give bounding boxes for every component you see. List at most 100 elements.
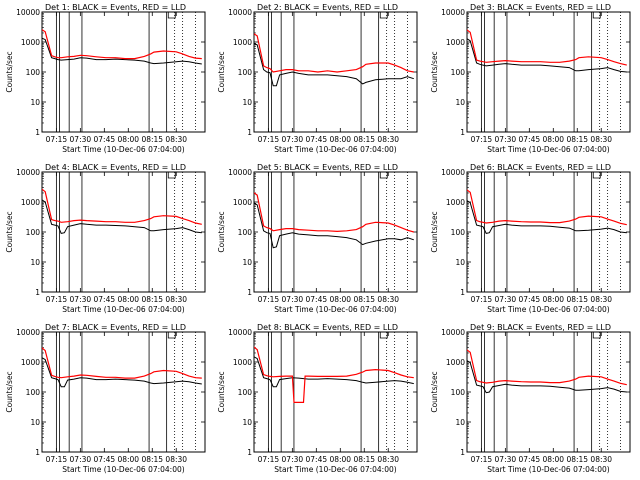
saa-marker: [592, 172, 601, 179]
lld-line: [254, 192, 414, 233]
lld-line: [254, 346, 414, 403]
panel-1: Det 1: BLACK = Events, RED = LLD 1 10 100 10…: [5, 3, 206, 154]
x-tick-label: 08:15: [566, 295, 588, 304]
y-axis-label: Counts/sec: [5, 211, 14, 252]
y-axis-label: Counts/sec: [430, 211, 439, 252]
panel-title: Det 3: BLACK = Events, RED = LLD: [470, 3, 611, 12]
x-tick-label: 08:15: [353, 135, 375, 144]
events-line: [467, 360, 627, 394]
y-tick-label: 100: [451, 228, 466, 237]
x-tick-label: 08:15: [353, 295, 375, 304]
y-tick-label: 100: [26, 228, 41, 237]
y-tick-label: 10: [30, 98, 40, 107]
y-tick-label: 10: [455, 258, 465, 267]
y-tick-label: 10000: [228, 168, 252, 177]
x-tick-label: 07:45: [306, 455, 328, 464]
x-tick-label: 07:30: [282, 295, 304, 304]
panel-2: Det 2: BLACK = Events, RED = LLD 1 10 100 10…: [217, 3, 418, 154]
x-tick-label: 07:45: [519, 135, 541, 144]
y-tick-label: 1: [35, 448, 40, 457]
x-tick-label: 08:00: [329, 135, 351, 144]
y-tick-label: 10: [242, 418, 252, 427]
panel-7: Det 7: BLACK = Events, RED = LLD 1 10 100 10…: [5, 323, 206, 474]
y-tick-label: 10000: [441, 8, 465, 17]
panel-title: Det 1: BLACK = Events, RED = LLD: [45, 3, 186, 12]
y-tick-label: 10000: [228, 8, 252, 17]
y-axis-label: Counts/sec: [217, 371, 226, 412]
x-axis-label: Start Time (10-Dec-06 07:04:00): [274, 305, 396, 314]
plot-frame: [41, 11, 206, 133]
x-tick-label: 07:15: [471, 455, 493, 464]
x-axis-label: Start Time (10-Dec-06 07:04:00): [487, 145, 609, 154]
panel-title: Det 2: BLACK = Events, RED = LLD: [257, 3, 398, 12]
x-tick-label: 08:00: [117, 455, 139, 464]
y-tick-label: 100: [238, 68, 253, 77]
x-axis-label: Start Time (10-Dec-06 07:04:00): [62, 305, 184, 314]
y-tick-label: 10000: [16, 328, 40, 337]
y-tick-label: 1000: [21, 198, 40, 207]
panel-6: Det 6: BLACK = Events, RED = LLD 1 10 100 10…: [430, 163, 631, 314]
saa-marker: [167, 172, 176, 179]
x-tick-label: 08:30: [165, 455, 187, 464]
x-tick-label: 08:30: [590, 135, 612, 144]
x-tick-label: 07:15: [258, 455, 280, 464]
y-tick-label: 10000: [16, 168, 40, 177]
events-line: [467, 38, 627, 73]
y-tick-label: 100: [26, 68, 41, 77]
y-axis-label: Counts/sec: [217, 51, 226, 92]
data-area: [254, 192, 414, 249]
x-tick-label: 07:15: [471, 135, 493, 144]
panel-5: Det 5: BLACK = Events, RED = LLD 1 10 100 10…: [217, 163, 418, 314]
x-tick-label: 07:30: [70, 135, 92, 144]
y-tick-label: 1000: [233, 358, 252, 367]
x-tick-label: 07:15: [258, 135, 280, 144]
data-area: [467, 189, 627, 234]
x-tick-label: 07:15: [46, 455, 68, 464]
y-tick-label: 1000: [21, 358, 40, 367]
y-tick-label: 1000: [21, 38, 40, 47]
plot-frame: [253, 331, 418, 453]
plot-frame: [41, 331, 206, 453]
y-tick-label: 1: [460, 288, 465, 297]
y-tick-label: 1000: [446, 358, 465, 367]
y-axis-label: Counts/sec: [430, 371, 439, 412]
x-tick-label: 07:15: [258, 295, 280, 304]
x-tick-label: 08:15: [141, 295, 163, 304]
x-tick-label: 08:30: [590, 295, 612, 304]
y-tick-label: 10: [30, 258, 40, 267]
panel-3: Det 3: BLACK = Events, RED = LLD 1 10 100 10…: [430, 3, 631, 154]
y-axis-label: Counts/sec: [430, 51, 439, 92]
y-tick-label: 1000: [233, 198, 252, 207]
plot-frame: [466, 331, 631, 453]
x-tick-label: 07:30: [495, 135, 517, 144]
x-tick-label: 07:15: [46, 295, 68, 304]
data-area: [42, 347, 202, 388]
y-tick-label: 100: [451, 388, 466, 397]
x-tick-label: 07:30: [70, 295, 92, 304]
x-tick-label: 08:30: [165, 295, 187, 304]
data-area: [42, 28, 202, 65]
saa-marker: [592, 12, 601, 19]
saa-marker: [379, 172, 388, 179]
data-area: [254, 33, 414, 87]
data-area: [42, 188, 202, 234]
x-tick-label: 07:45: [94, 295, 116, 304]
y-tick-label: 1: [35, 128, 40, 137]
saa-marker: [379, 12, 388, 19]
panel-title: Det 4: BLACK = Events, RED = LLD: [45, 163, 186, 172]
y-tick-label: 1: [35, 288, 40, 297]
x-tick-label: 08:30: [377, 455, 399, 464]
y-tick-label: 10: [242, 98, 252, 107]
plot-frame: [41, 171, 206, 293]
x-tick-label: 07:45: [306, 135, 328, 144]
plot-frame: [253, 171, 418, 293]
x-tick-label: 07:30: [282, 135, 304, 144]
x-axis-label: Start Time (10-Dec-06 07:04:00): [487, 305, 609, 314]
x-tick-label: 08:15: [566, 455, 588, 464]
y-tick-label: 1: [247, 128, 252, 137]
x-axis-label: Start Time (10-Dec-06 07:04:00): [487, 465, 609, 474]
lld-line: [467, 189, 627, 226]
panel-4: Det 4: BLACK = Events, RED = LLD 1 10 100 10…: [5, 163, 206, 314]
events-line: [42, 199, 202, 234]
